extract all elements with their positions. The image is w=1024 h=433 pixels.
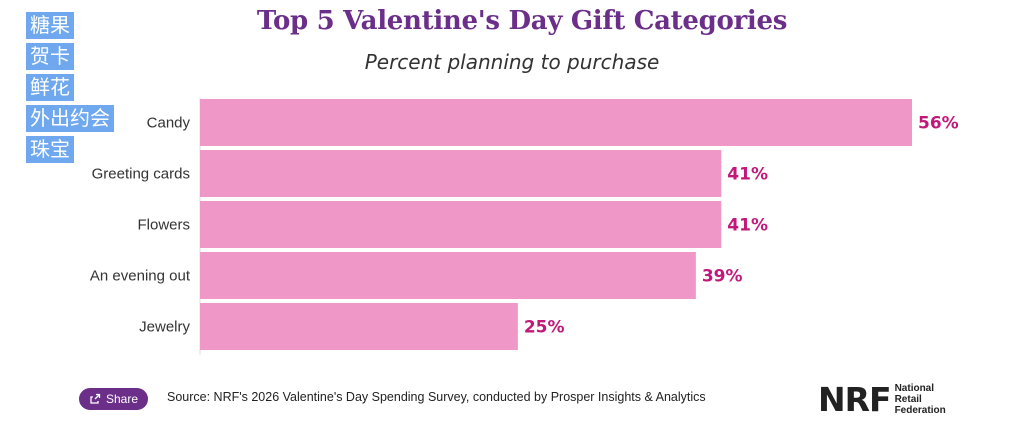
category-label: Greeting cards [92, 166, 190, 183]
share-label: Share [105, 392, 139, 406]
chart-title: Top 5 Valentine's Day Gift Categories [256, 6, 788, 36]
value-label: 39% [702, 267, 743, 287]
overlay-label: 外出约会 [26, 105, 114, 132]
value-label: 41% [727, 165, 768, 185]
bar-flowers [200, 201, 722, 248]
nrf-logo: NRF National Retail Federation [818, 380, 946, 419]
category-label: An evening out [90, 268, 191, 285]
share-icon [90, 393, 101, 404]
logo-line: National [894, 383, 935, 394]
overlay-label: 珠宝 [26, 136, 74, 163]
share-button[interactable]: Share [79, 388, 148, 410]
category-label: Candy [147, 115, 191, 132]
source-note: Source: NRF's 2026 Valentine's Day Spend… [167, 390, 706, 404]
overlay-label: 鲜花 [26, 74, 74, 101]
chart-subtitle: Percent planning to purchase [364, 50, 660, 74]
bar-an-evening-out [200, 252, 696, 299]
logo-mark: NRF [818, 380, 892, 419]
bar-candy [200, 99, 912, 146]
bar-greeting-cards [200, 150, 722, 197]
overlay-label: 贺卡 [26, 43, 74, 70]
category-label: Jewelry [139, 319, 190, 336]
overlay-label: 糖果 [26, 12, 74, 39]
value-label: 41% [727, 216, 768, 236]
translation-overlay: 糖果 贺卡 鲜花 外出约会 珠宝 [26, 12, 123, 167]
bar-jewelry [200, 303, 518, 350]
value-label: 25% [524, 318, 565, 338]
category-label: Flowers [137, 217, 190, 234]
logo-text: National Retail Federation [895, 383, 946, 416]
value-label: 56% [918, 114, 959, 134]
logo-line: Federation [894, 405, 946, 416]
logo-line: Retail [894, 394, 922, 405]
